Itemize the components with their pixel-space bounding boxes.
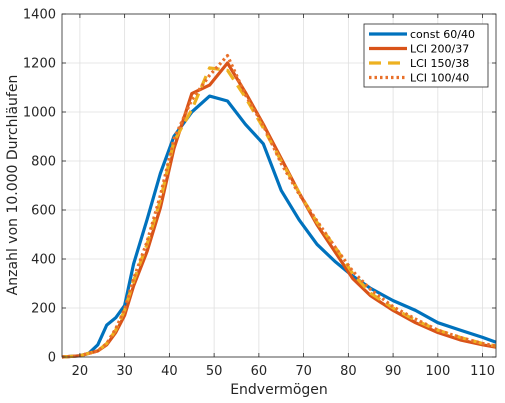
- x-tick-label: 110: [470, 364, 495, 379]
- series-lines: [61, 53, 497, 359]
- y-tick-label: 400: [31, 253, 56, 268]
- x-tick-label: 20: [72, 364, 89, 379]
- x-tick-label: 80: [340, 364, 357, 379]
- legend-label: const 60/40: [410, 28, 475, 41]
- y-tick-label: 1000: [23, 106, 56, 121]
- y-axis-label: Anzahl von 10.000 Durchläufen: [5, 75, 21, 296]
- y-tick-label: 1400: [23, 8, 56, 23]
- x-tick-label: 30: [116, 364, 133, 379]
- y-tick-label: 800: [31, 155, 56, 170]
- legend-label: LCI 100/40: [410, 72, 469, 85]
- x-tick-label: 40: [161, 364, 178, 379]
- y-tick-label: 600: [31, 204, 56, 219]
- x-tick-label: 60: [251, 364, 268, 379]
- y-tick-label: 200: [31, 302, 56, 317]
- x-axis-label: Endvermögen: [230, 382, 328, 398]
- series-line-2: [61, 61, 497, 359]
- series-line-3: [61, 66, 497, 359]
- ticks: 20 30 40 50 60 70 80 90 100 110 0 200 400 600 800 1000 1…: [23, 8, 496, 379]
- x-tick-label: 50: [206, 364, 223, 379]
- plot-frame: [61, 13, 497, 358]
- legend-label: LCI 200/37: [410, 43, 469, 56]
- x-tick-label: 100: [425, 364, 450, 379]
- series-line-4: [61, 53, 497, 359]
- x-tick-label: 70: [295, 364, 312, 379]
- y-tick-label: 1200: [23, 57, 56, 72]
- x-tick-label: 90: [385, 364, 402, 379]
- series-line-1: [61, 94, 497, 359]
- y-tick-label: 0: [48, 351, 56, 366]
- legend-label: LCI 150/38: [410, 57, 469, 70]
